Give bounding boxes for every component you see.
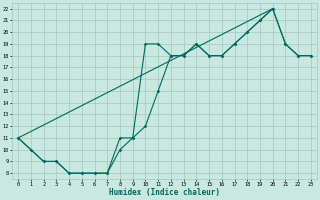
X-axis label: Humidex (Indice chaleur): Humidex (Indice chaleur) — [109, 188, 220, 197]
